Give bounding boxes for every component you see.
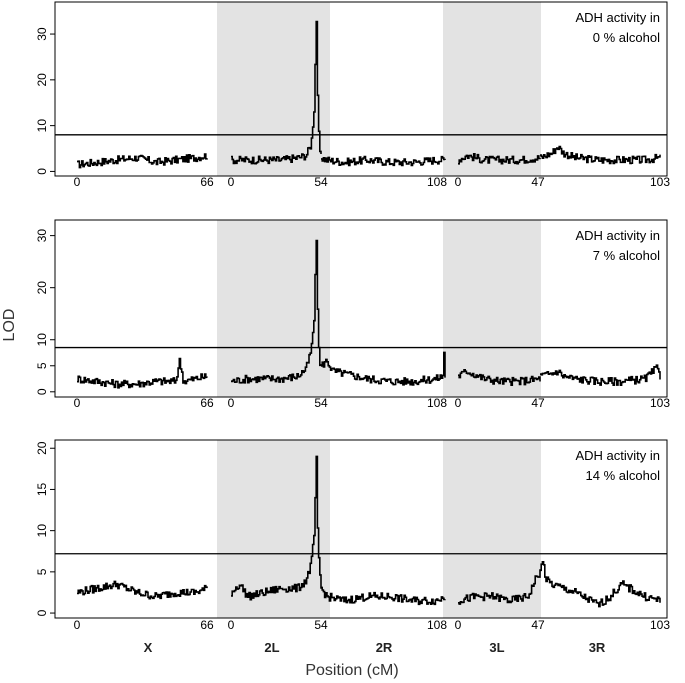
y-tick-label: 5 [35, 362, 49, 369]
panel-annotation: 0 % alcohol [593, 30, 660, 45]
y-tick-label: 20 [35, 281, 49, 295]
x-tick-label: 47 [531, 396, 545, 410]
y-tick-label: 0 [35, 168, 49, 175]
x-tick-label: 0 [455, 175, 462, 189]
x-tick-label: 54 [314, 396, 328, 410]
lod-trace-2l [231, 239, 322, 384]
lod-trace-3r [540, 145, 661, 165]
lod-trace-x [77, 357, 208, 389]
x-tick-label: 66 [200, 396, 214, 410]
y-tick-label: 15 [35, 482, 49, 496]
plot-frame [54, 1, 668, 177]
lod-trace-2l [231, 455, 322, 601]
x-tick-label: 47 [531, 618, 545, 632]
y-tick-label: 0 [35, 388, 49, 395]
y-axis-title: LOD [1, 309, 18, 342]
lod-trace-3l [458, 569, 541, 605]
y-tick-label: 5 [35, 568, 49, 575]
lod-trace-2r [321, 586, 446, 606]
chromosome-label-3r: 3R [589, 640, 606, 655]
x-tick-label: 66 [200, 618, 214, 632]
shaded-band-2l [217, 220, 330, 397]
panel-annotation: 14 % alcohol [586, 468, 661, 483]
x-tick-label: 108 [427, 618, 447, 632]
x-axis-title: Position (cM) [305, 662, 398, 679]
lod-trace-3l [458, 369, 541, 386]
y-tick-label: 20 [35, 73, 49, 87]
x-tick-label: 103 [650, 396, 670, 410]
y-tick-label: 20 [35, 441, 49, 455]
chromosome-label-x: X [144, 640, 153, 655]
panel-annotation: ADH activity in [575, 228, 660, 243]
panel-annotation: ADH activity in [575, 448, 660, 463]
x-tick-label: 103 [650, 175, 670, 189]
lod-trace-x [77, 153, 208, 169]
lod-trace-x [77, 580, 208, 600]
y-tick-label: 30 [35, 27, 49, 41]
y-tick-label: 10 [35, 119, 49, 133]
x-tick-label: 66 [200, 175, 214, 189]
panel-annotation: ADH activity in [575, 10, 660, 25]
lod-trace-2l [231, 20, 322, 165]
x-tick-label: 54 [314, 175, 328, 189]
plot-frame [54, 219, 668, 398]
x-tick-label: 0 [455, 618, 462, 632]
lod-trace-2r [321, 155, 446, 167]
panel-annotation: 7 % alcohol [593, 248, 660, 263]
x-tick-label: 0 [74, 396, 81, 410]
x-tick-label: 0 [228, 396, 235, 410]
lod-trace-3r [540, 561, 661, 608]
y-tick-label: 0 [35, 609, 49, 616]
shaded-band-2l [217, 2, 330, 176]
chromosome-label-2l: 2L [264, 640, 279, 655]
y-tick-label: 30 [35, 229, 49, 243]
shaded-band-3l [443, 440, 541, 618]
lod-trace-3l [458, 153, 541, 165]
x-tick-label: 0 [455, 396, 462, 410]
plot-frame [54, 439, 668, 619]
panel-1: 0 10 20 30 0 66 0 54 108 0 47 103 ADH activity in 0 %… [35, 1, 670, 189]
shaded-band-3l [443, 220, 541, 397]
x-tick-label: 0 [228, 175, 235, 189]
shaded-band-3l [443, 2, 541, 176]
y-tick-label: 10 [35, 333, 49, 347]
lod-trace-3r [540, 364, 661, 386]
panel-2: 0 5 10 20 30 0 66 0 54 108 0 47 103 ADH activity in 7 … [35, 219, 670, 410]
y-tick-label: 10 [35, 524, 49, 538]
x-tick-label: 47 [531, 175, 545, 189]
x-tick-label: 0 [74, 175, 81, 189]
chromosome-label-2r: 2R [376, 640, 393, 655]
panel-3: 0 5 10 15 20 0 66 0 54 108 0 47 103 ADH activity in 14… [35, 439, 670, 632]
chromosome-label-3l: 3L [489, 640, 504, 655]
x-tick-label: 108 [427, 175, 447, 189]
x-tick-label: 54 [314, 618, 328, 632]
lod-trace-2r [321, 351, 446, 386]
x-tick-label: 108 [427, 396, 447, 410]
x-tick-label: 103 [650, 618, 670, 632]
x-tick-label: 0 [228, 618, 235, 632]
x-tick-label: 0 [74, 618, 81, 632]
